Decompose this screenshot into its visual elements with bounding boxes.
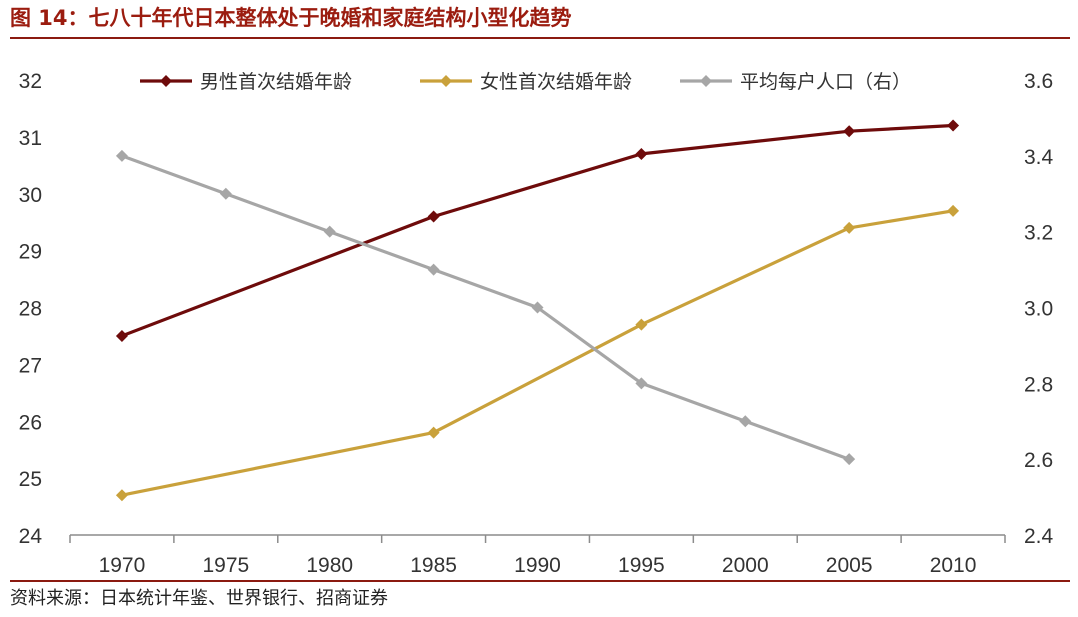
x-tick-label: 1970 [99,554,146,577]
bottom-rule [10,580,1070,582]
y-left-tick-label: 27 [19,354,42,377]
series-point-1 [635,318,648,331]
series-point-1 [843,221,856,234]
legend-label: 女性首次结婚年龄 [480,71,632,93]
x-tick-label: 1980 [306,554,353,577]
series-layer [115,119,960,502]
y-left-tick-label: 32 [19,70,42,93]
series-point-0 [427,210,440,223]
x-tick-label: 1975 [202,554,249,577]
x-tick-label: 2000 [722,554,769,577]
legend: 男性首次结婚年龄 女性首次结婚年龄 平均每户人口（右） [140,71,911,93]
series-point-2 [739,415,752,428]
axes: 1970 1975 1980 1985 1990 1995 2000 2005 2010 24 25… [19,70,1054,577]
legend-swatch-marker [700,75,712,87]
x-tick-label: 1995 [618,554,665,577]
series-point-0 [947,119,960,132]
series-point-1 [115,489,128,502]
legend-label: 平均每户人口（右） [740,71,911,93]
y-left-tick-label: 29 [19,241,42,264]
y-left-tick-label: 24 [19,525,43,548]
series-point-2 [843,453,856,466]
series-point-0 [635,147,648,160]
x-tick-label: 2010 [930,554,977,577]
y-left-tick-label: 25 [19,468,42,491]
y-right-tick-label: 2.8 [1024,373,1053,396]
x-tick-label: 1990 [514,554,561,577]
series-point-1 [947,204,960,217]
line-chart: 1970 1975 1980 1985 1990 1995 2000 2005 2010 24 25… [19,70,1054,577]
x-tick-label: 1985 [410,554,457,577]
series-point-2 [531,301,544,314]
y-left-tick-label: 30 [19,184,42,207]
series-point-2 [323,225,336,238]
y-right-tick-label: 2.6 [1024,449,1053,472]
y-left-tick-label: 31 [19,127,42,150]
legend-swatch-marker [440,75,452,87]
x-tick-label: 2005 [826,554,873,577]
top-rule [10,37,1070,39]
series-line-2 [121,154,850,461]
y-right-tick-label: 2.4 [1024,525,1054,548]
y-right-tick-label: 3.6 [1024,70,1053,93]
y-left-tick-label: 28 [19,298,42,321]
series-point-1 [427,426,440,439]
y-right-tick-label: 3.0 [1024,298,1053,321]
legend-swatch-marker [160,75,172,87]
series-point-0 [115,329,128,342]
series-point-2 [219,187,232,200]
y-left-tick-label: 26 [19,411,42,434]
figure-title: 图 14：七八十年代日本整体处于晚婚和家庭结构小型化趋势 [10,6,572,30]
y-right-tick-label: 3.4 [1024,146,1054,169]
series-point-2 [115,149,128,162]
legend-label: 男性首次结婚年龄 [200,71,352,93]
series-point-2 [427,263,440,276]
series-point-0 [843,125,856,138]
y-right-tick-label: 3.2 [1024,222,1053,245]
series-point-2 [635,377,648,390]
source-note: 资料来源：日本统计年鉴、世界银行、招商证券 [10,588,388,609]
